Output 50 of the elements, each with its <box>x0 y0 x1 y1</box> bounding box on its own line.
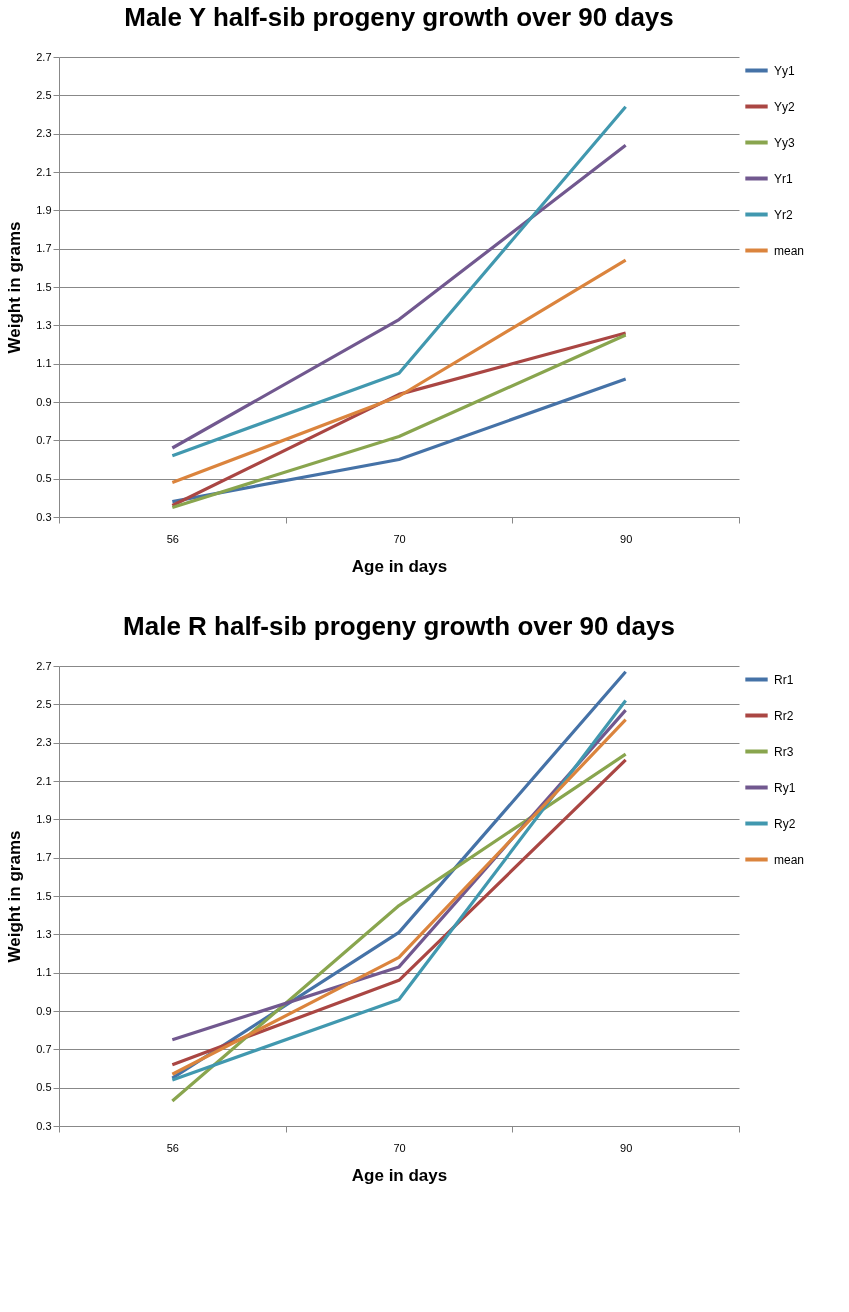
y-tick-label: 0.9 <box>36 1004 52 1017</box>
y-tick-label: 2.1 <box>36 165 52 178</box>
legend-label: Yy1 <box>774 63 795 78</box>
x-axis-title: Age in days <box>351 556 448 576</box>
chart-title: Male Y half-sib progeny growth over 90 days <box>124 2 674 32</box>
y-tick-label: 0.9 <box>36 395 52 408</box>
x-tick-label: 90 <box>620 532 633 545</box>
y-tick-label: 0.7 <box>36 1042 52 1055</box>
y-tick-label: 1.3 <box>36 318 52 331</box>
y-tick-label: 2.5 <box>36 697 52 710</box>
y-tick-label: 2.7 <box>36 50 52 63</box>
x-tick-label: 70 <box>393 532 406 545</box>
legend-label: Ry2 <box>774 816 796 831</box>
y-tick-label: 1.1 <box>36 357 52 370</box>
legend-label: Ry1 <box>774 780 796 795</box>
x-tick-label: 90 <box>620 1141 633 1154</box>
y-tick-label: 0.3 <box>36 1119 52 1132</box>
legend-label: Yr2 <box>774 207 793 222</box>
y-tick-label: 1.1 <box>36 966 52 979</box>
y-tick-label: 2.3 <box>36 127 52 140</box>
y-tick-label: 0.5 <box>36 472 52 485</box>
y-tick-label: 1.7 <box>36 851 52 864</box>
x-axis-title: Age in days <box>351 1165 448 1185</box>
legend-label: Yy2 <box>774 99 795 114</box>
y-tick-label: 2.5 <box>36 88 52 101</box>
y-tick-label: 1.3 <box>36 927 52 940</box>
y-tick-label: 1.9 <box>36 203 52 216</box>
y-axis-title: Weight in grams <box>5 221 25 354</box>
legend-label: Rr3 <box>774 744 794 759</box>
y-tick-label: 2.7 <box>36 659 52 672</box>
x-tick-label: 70 <box>393 1141 406 1154</box>
y-tick-label: 0.3 <box>36 510 52 523</box>
x-tick-label: 56 <box>166 1141 179 1154</box>
chart-title: Male R half-sib progeny growth over 90 days <box>123 611 675 641</box>
legend-label: Rr1 <box>774 672 794 687</box>
y-tick-label: 1.7 <box>36 242 52 255</box>
y-tick-label: 1.5 <box>36 280 52 293</box>
legend-label: Rr2 <box>774 708 794 723</box>
y-axis-title: Weight in grams <box>5 830 25 963</box>
y-tick-label: 2.1 <box>36 774 52 787</box>
y-tick-label: 0.7 <box>36 433 52 446</box>
legend-label: Yr1 <box>774 171 793 186</box>
legend-label: mean <box>774 852 805 867</box>
legend-label: mean <box>774 243 805 258</box>
y-tick-label: 1.9 <box>36 812 52 825</box>
legend-label: Yy3 <box>774 135 795 150</box>
y-tick-label: 0.5 <box>36 1081 52 1094</box>
y-tick-label: 1.5 <box>36 889 52 902</box>
y-tick-label: 2.3 <box>36 736 52 749</box>
x-tick-label: 56 <box>166 532 179 545</box>
